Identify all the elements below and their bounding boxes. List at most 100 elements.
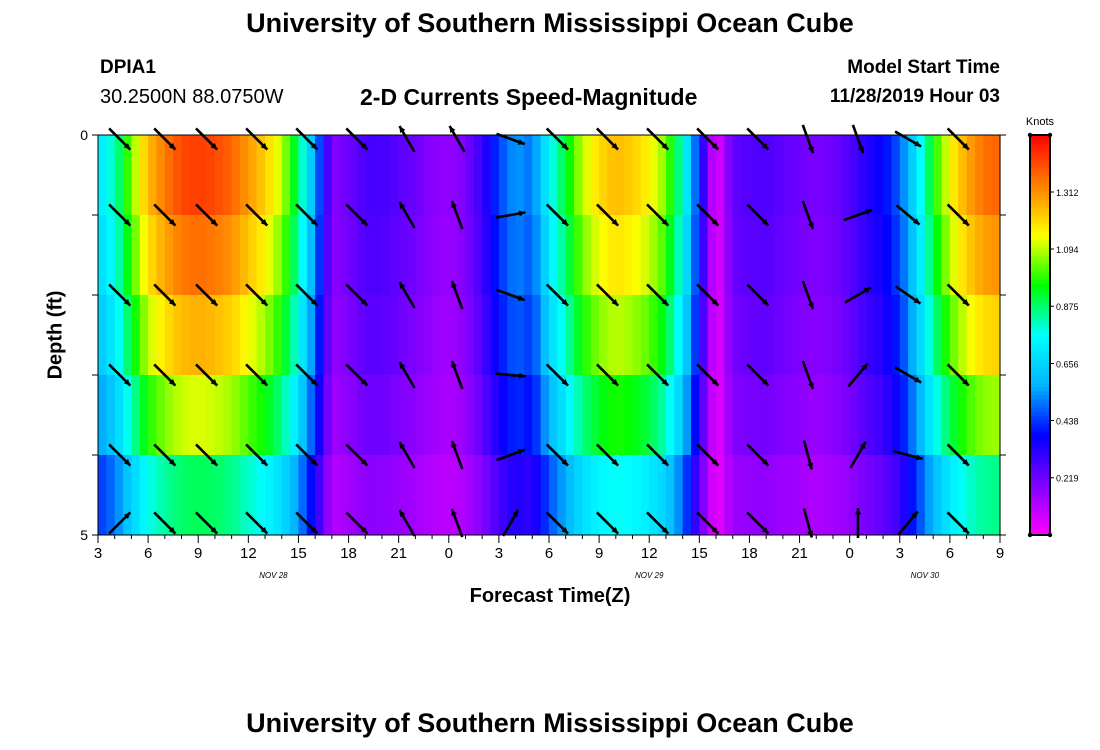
heatmap-cell	[323, 295, 333, 376]
heatmap-cell	[774, 295, 784, 376]
heatmap-cell	[599, 375, 609, 456]
heatmap-cell	[991, 135, 1001, 216]
heatmap-cell	[791, 215, 801, 296]
current-arrow-head	[168, 527, 176, 534]
heatmap-cell	[231, 455, 241, 536]
x-tick-label: 6	[946, 545, 954, 562]
heatmap-cell	[757, 455, 767, 536]
heatmap-cell	[782, 215, 792, 296]
colorbar-segment	[1030, 199, 1050, 204]
heatmap-cell	[757, 215, 767, 296]
heatmap-cell	[523, 215, 533, 296]
current-arrow-head	[561, 459, 568, 466]
heatmap-cell	[565, 295, 575, 376]
heatmap-cell	[189, 375, 199, 456]
heatmap-cell	[632, 455, 642, 536]
heatmap-cell	[841, 135, 851, 216]
heatmap-cell	[924, 215, 934, 296]
model-start-label: Model Start Time	[847, 57, 1000, 78]
colorbar-segment	[1030, 367, 1050, 372]
current-arrow-head	[611, 379, 619, 386]
heatmap-cell	[148, 215, 158, 296]
current-arrow-head	[168, 299, 176, 306]
heatmap-cell	[482, 295, 492, 376]
colorbar-segment	[1030, 443, 1050, 448]
heatmap-cell	[766, 295, 776, 376]
current-arrow-head	[611, 219, 619, 226]
chart-title: University of Southern Mississippi Ocean…	[246, 8, 854, 38]
current-arrow-head	[711, 459, 719, 466]
heatmap-cell	[407, 135, 416, 216]
heatmap-cell	[949, 375, 959, 456]
heatmap-cell	[624, 455, 634, 536]
heatmap-cell	[114, 455, 124, 536]
heatmap-cell	[490, 215, 500, 296]
colorbar-segment	[1030, 359, 1050, 364]
heatmap-cell	[607, 215, 617, 296]
heatmap-cell	[824, 215, 834, 296]
heatmap-cell	[164, 135, 174, 216]
heatmap-cell	[306, 455, 316, 536]
heatmap-cell	[373, 295, 383, 376]
colorbar-segment	[1030, 391, 1050, 396]
y-tick-label: 0	[80, 127, 88, 143]
heatmap-cell	[949, 295, 959, 376]
heatmap-cell	[123, 135, 133, 216]
heatmap-cell	[473, 135, 483, 216]
heatmap-cell	[899, 455, 909, 536]
heatmap-cell	[949, 215, 959, 296]
heatmap-cell	[482, 455, 492, 536]
heatmap-cell	[498, 215, 508, 296]
colorbar-segment	[1030, 411, 1050, 416]
current-arrow-head	[611, 459, 619, 466]
current-arrow-head	[168, 459, 176, 466]
heatmap-cell	[114, 375, 124, 456]
heatmap-cell	[181, 375, 191, 456]
heatmap-cell	[265, 135, 274, 216]
current-arrow-head	[914, 376, 922, 383]
heatmap-cell	[858, 215, 867, 296]
current-arrow-head	[360, 219, 368, 226]
heatmap-cell	[899, 375, 909, 456]
colorbar-segment	[1030, 455, 1050, 460]
heatmap-cell	[298, 135, 308, 216]
heatmap-cell	[958, 375, 968, 456]
heatmap-cell	[323, 375, 333, 456]
current-arrow-head	[210, 219, 218, 226]
heatmap-cell	[281, 455, 291, 536]
heatmap-cell	[707, 135, 717, 216]
heatmap-cell	[958, 455, 968, 536]
x-tick-label: 9	[194, 545, 202, 562]
heatmap-cell	[223, 215, 233, 296]
heatmap-cell	[916, 295, 926, 376]
current-arrow-head	[807, 530, 814, 538]
current-arrow-head	[123, 379, 131, 386]
heatmap-cell	[340, 135, 350, 216]
heatmap-cell	[674, 455, 684, 536]
heatmap-cell	[549, 455, 558, 536]
colorbar-segment	[1030, 339, 1050, 344]
heatmap-cell	[340, 455, 350, 536]
heatmap-cell	[273, 215, 283, 296]
heatmap-cell	[849, 135, 859, 216]
heatmap-cell	[774, 375, 784, 456]
heatmap-cell	[214, 215, 224, 296]
heatmap-cell	[866, 375, 876, 456]
colorbar-segment	[1030, 243, 1050, 248]
current-arrow-head	[912, 218, 920, 225]
heatmap-cell	[757, 375, 767, 456]
colorbar-corner	[1047, 132, 1053, 138]
colorbar-segment	[1030, 523, 1050, 528]
heatmap-cell	[716, 295, 725, 376]
current-arrow-head	[399, 282, 406, 289]
current-arrow-head	[661, 379, 669, 386]
heatmap-cell	[974, 375, 984, 456]
heatmap-cell	[557, 455, 567, 536]
heatmap-cell	[690, 295, 700, 376]
heatmap-cell	[164, 215, 174, 296]
heatmap-cell	[741, 455, 751, 536]
heatmap-cell	[749, 215, 759, 296]
heatmap-cell	[482, 135, 492, 216]
colorbar-segment	[1030, 515, 1050, 520]
x-tick-label: 12	[240, 545, 257, 562]
